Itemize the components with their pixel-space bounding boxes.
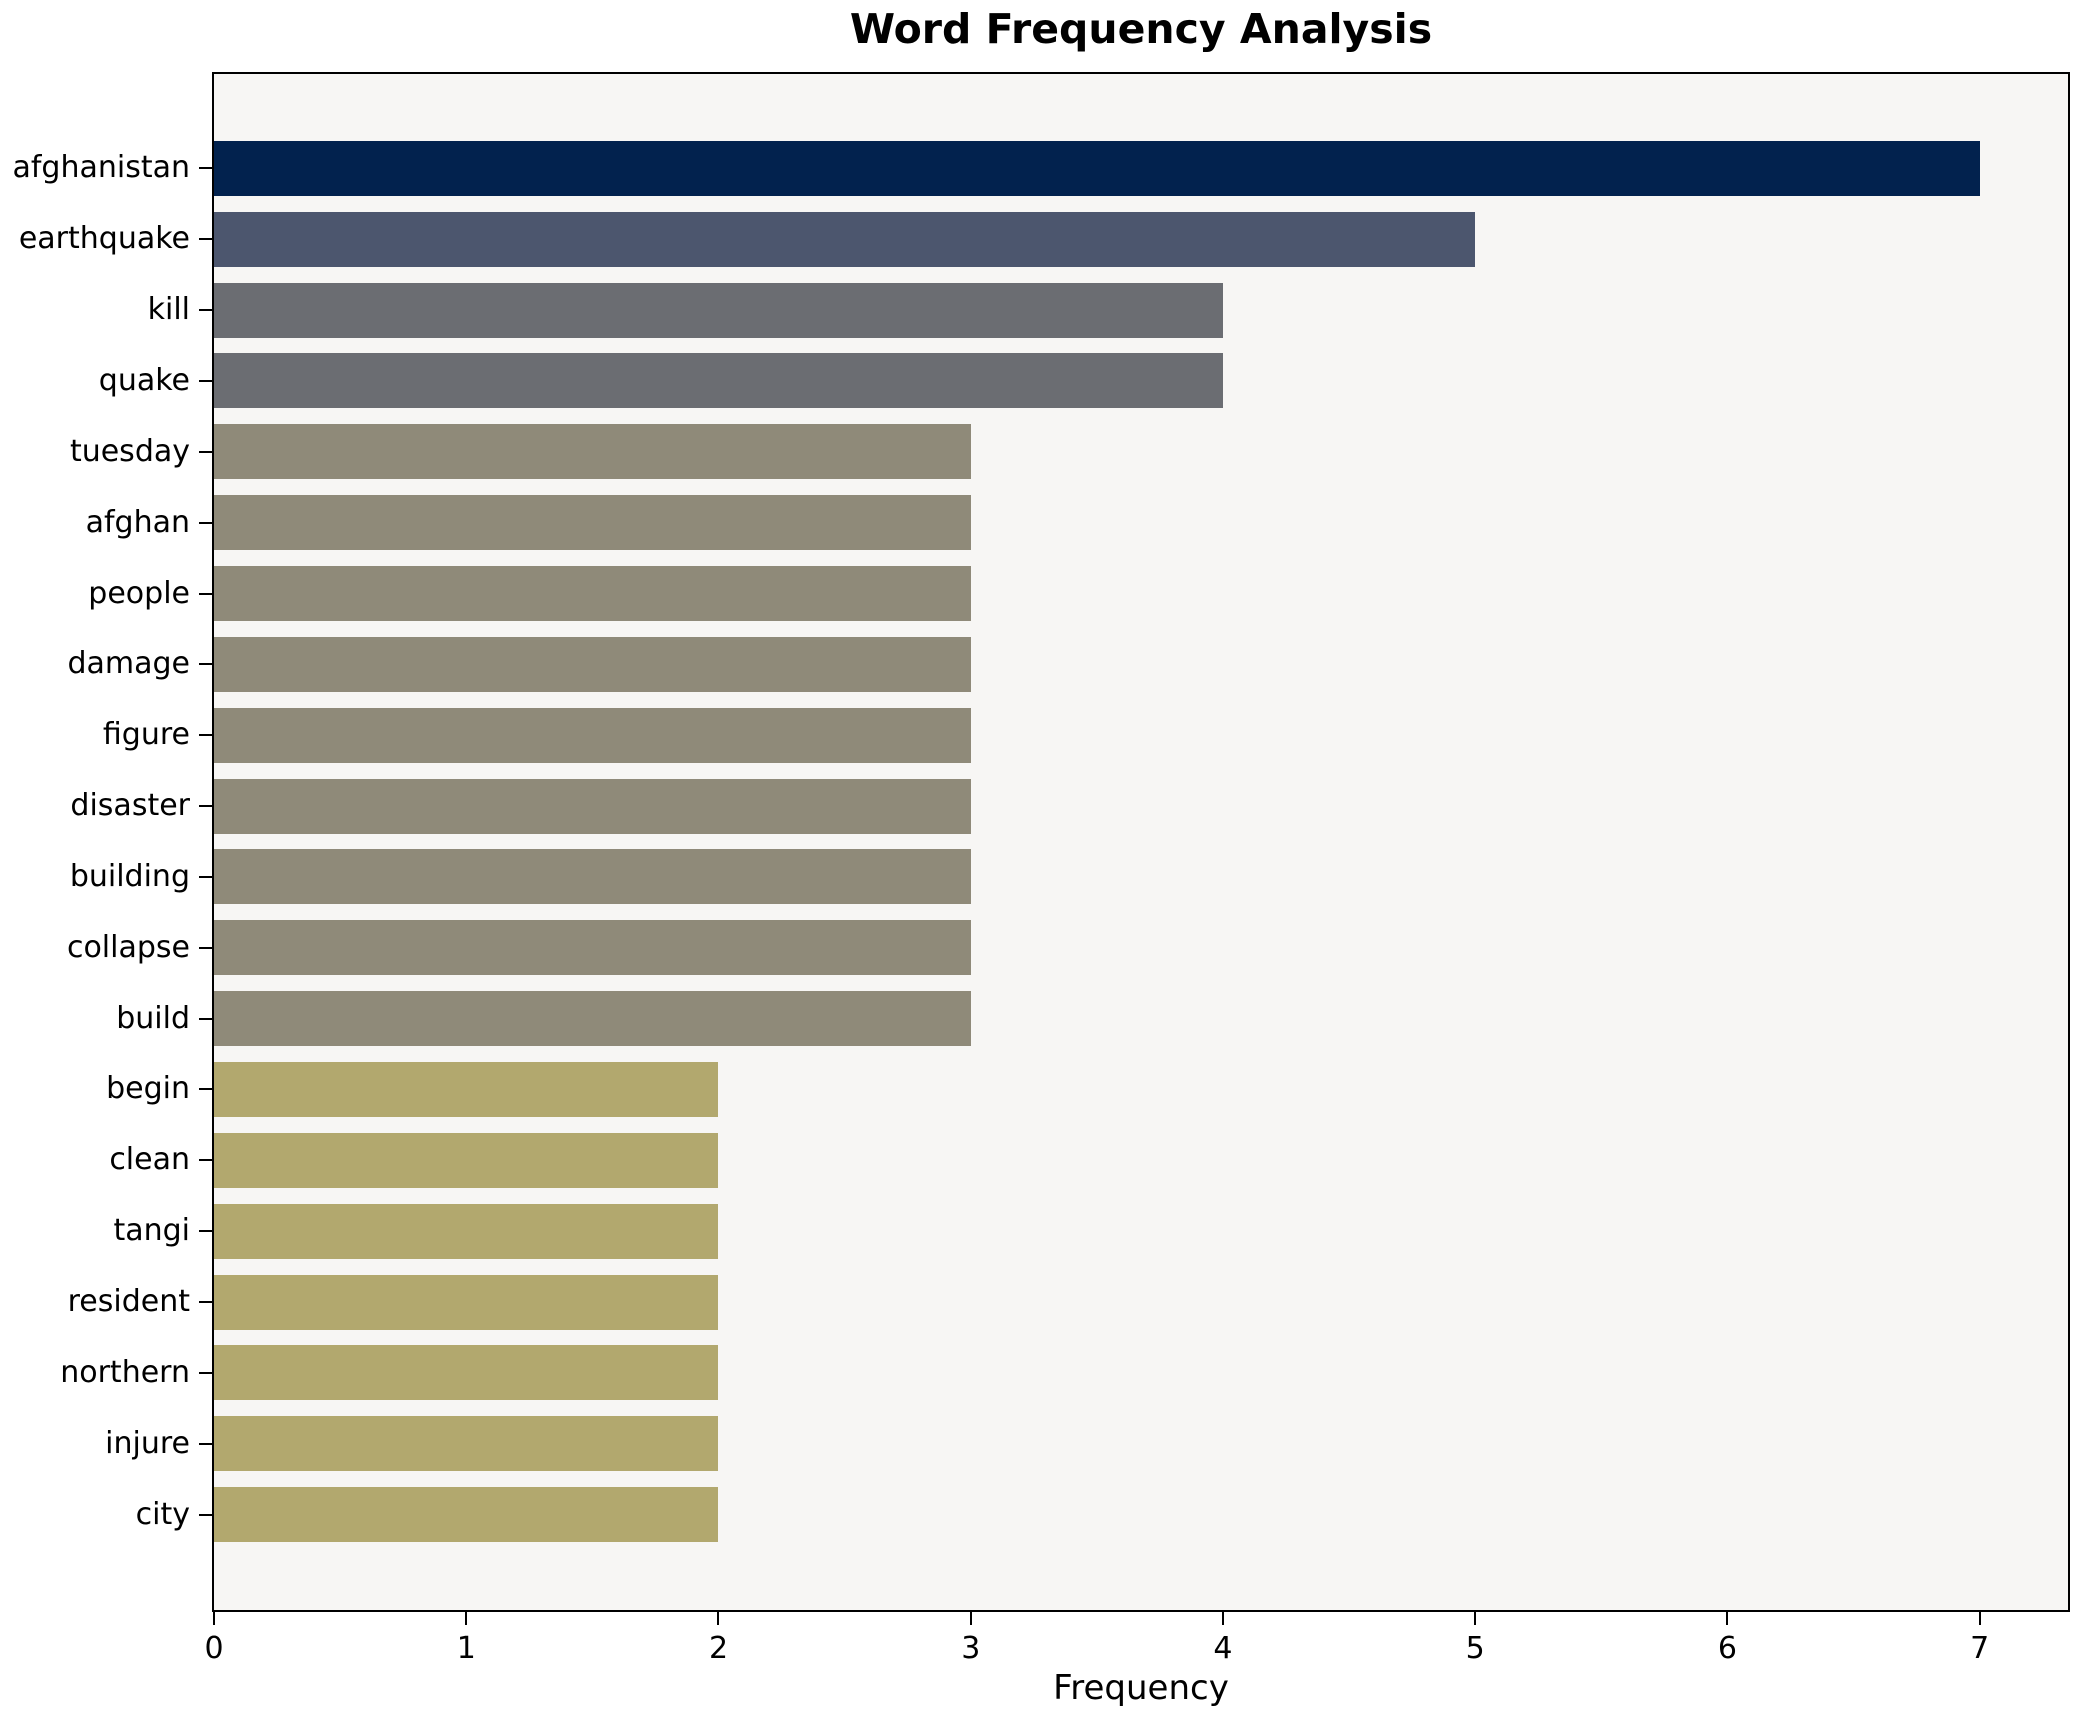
bar-injure	[214, 1416, 719, 1472]
y-axis-label-clean: clean	[109, 1142, 190, 1178]
y-axis-label-build: build	[116, 1000, 190, 1036]
y-tick	[199, 1159, 212, 1162]
x-tick	[1221, 1612, 1224, 1625]
y-axis-label-figure: figure	[102, 717, 190, 753]
bar-resident	[214, 1274, 719, 1330]
y-tick	[199, 734, 212, 737]
y-axis-label-damage: damage	[67, 646, 190, 682]
bar-tuesday	[214, 424, 971, 480]
y-tick	[199, 167, 212, 170]
y-tick	[199, 309, 212, 312]
y-tick	[199, 1442, 212, 1445]
x-tick	[1726, 1612, 1729, 1625]
y-tick	[199, 592, 212, 595]
y-axis-label-tangi: tangi	[113, 1213, 190, 1249]
bar-kill	[214, 282, 1223, 338]
y-tick	[199, 875, 212, 878]
y-tick	[199, 663, 212, 666]
x-tick	[213, 1612, 215, 1625]
y-axis-label-earthquake: earthquake	[18, 221, 190, 257]
y-axis-label-afghanistan: afghanistan	[12, 150, 190, 186]
x-tick-label-7: 7	[1970, 1631, 1990, 1666]
x-tick-label-0: 0	[204, 1631, 224, 1666]
x-tick	[1474, 1612, 1477, 1625]
y-tick	[199, 1017, 212, 1020]
bar-building	[214, 849, 971, 905]
y-tick	[199, 1371, 212, 1374]
x-tick-label-6: 6	[1717, 1631, 1738, 1666]
y-axis-label-injure: injure	[105, 1425, 190, 1461]
y-axis-label-building: building	[69, 858, 190, 894]
bar-city	[214, 1487, 719, 1543]
x-tick	[465, 1612, 468, 1625]
x-tick	[969, 1612, 972, 1625]
y-tick	[199, 1088, 212, 1091]
y-tick	[199, 1301, 212, 1304]
y-axis-label-quake: quake	[98, 362, 190, 398]
y-axis-label-city: city	[135, 1496, 190, 1532]
y-axis-label-afghan: afghan	[85, 504, 190, 540]
y-tick	[199, 450, 212, 453]
bar-afghan	[214, 495, 971, 551]
y-axis-label-northern: northern	[60, 1354, 190, 1390]
bar-disaster	[214, 778, 971, 834]
y-tick	[199, 238, 212, 241]
y-axis-label-resident: resident	[67, 1284, 190, 1320]
y-axis-label-people: people	[88, 575, 190, 611]
bar-clean	[214, 1132, 719, 1188]
bar-damage	[214, 636, 971, 692]
y-tick	[199, 1513, 212, 1516]
y-tick	[199, 805, 212, 808]
y-tick	[199, 1230, 212, 1233]
y-axis-label-kill: kill	[147, 292, 190, 328]
x-axis-title: Frequency	[1053, 1668, 1229, 1708]
bar-quake	[214, 353, 1223, 409]
bar-northern	[214, 1345, 719, 1401]
y-axis-label-disaster: disaster	[70, 788, 190, 824]
x-tick-label-1: 1	[456, 1631, 476, 1666]
y-axis-label-begin: begin	[106, 1071, 190, 1107]
y-axis-label-collapse: collapse	[66, 929, 190, 965]
x-tick-label-3: 3	[961, 1631, 981, 1666]
chart-title: Word Frequency Analysis	[849, 5, 1433, 53]
x-tick	[717, 1612, 720, 1625]
y-axis-label-tuesday: tuesday	[69, 433, 190, 469]
y-tick	[199, 379, 212, 382]
x-tick-label-4: 4	[1213, 1631, 1233, 1666]
x-tick	[1978, 1612, 1981, 1625]
bar-begin	[214, 1061, 719, 1117]
bar-people	[214, 566, 971, 622]
bar-earthquake	[214, 211, 1476, 267]
x-tick-label-5: 5	[1465, 1631, 1485, 1666]
bar-build	[214, 991, 971, 1047]
bar-collapse	[214, 920, 971, 976]
bar-figure	[214, 707, 971, 763]
y-tick	[199, 521, 212, 524]
bar-afghanistan	[214, 140, 1980, 196]
bar-tangi	[214, 1203, 719, 1259]
x-tick-label-2: 2	[708, 1631, 729, 1666]
y-tick	[199, 946, 212, 949]
